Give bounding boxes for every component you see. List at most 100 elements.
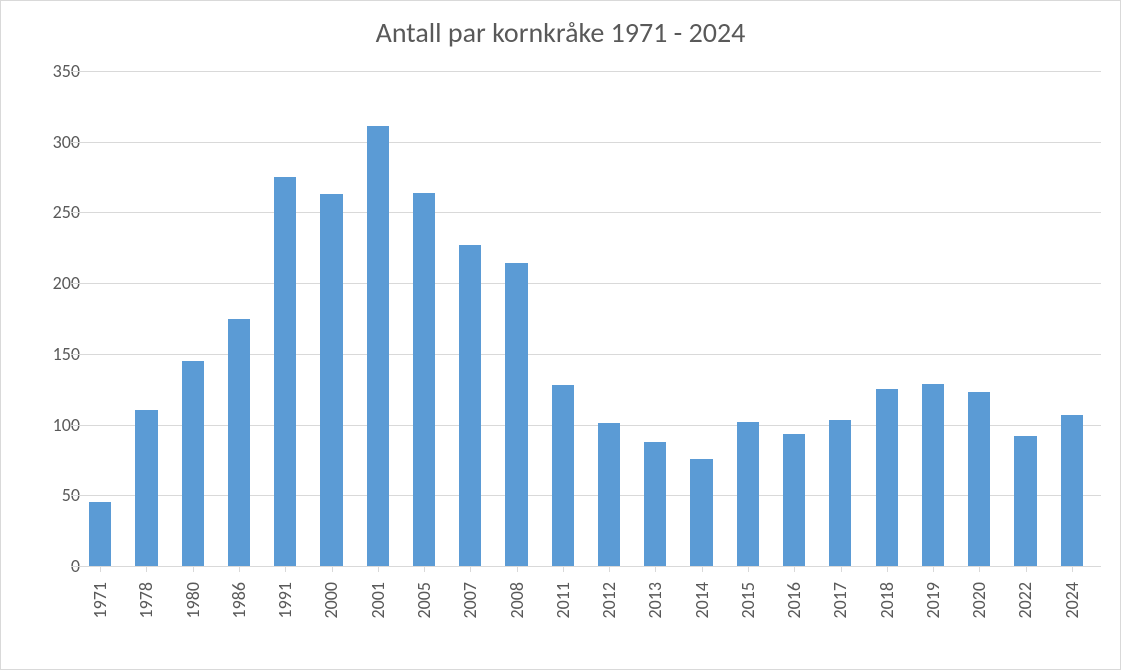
x-tick	[841, 566, 842, 572]
bar-slot	[123, 71, 169, 566]
x-tick	[887, 566, 888, 572]
x-tick	[470, 566, 471, 572]
x-tick	[609, 566, 610, 572]
x-tick-label: 1991	[274, 582, 296, 619]
bar-slot	[1002, 71, 1048, 566]
x-tick	[655, 566, 656, 572]
x-label-slot: 2012	[586, 576, 632, 666]
x-label-slot: 2017	[817, 576, 863, 666]
x-label-slot: 2016	[771, 576, 817, 666]
bar-slot	[447, 71, 493, 566]
x-tick-label: 2008	[506, 582, 528, 619]
bar-slot	[401, 71, 447, 566]
bar	[505, 263, 527, 566]
x-tick	[378, 566, 379, 572]
bar	[135, 410, 157, 566]
bar-slot	[308, 71, 354, 566]
x-tick-label: 1978	[135, 582, 157, 619]
x-tick	[563, 566, 564, 572]
bar-slot	[864, 71, 910, 566]
x-label-slot: 2020	[956, 576, 1002, 666]
x-tick	[285, 566, 286, 572]
bar	[829, 420, 851, 566]
x-label-slot: 2001	[355, 576, 401, 666]
x-label-slot: 2005	[401, 576, 447, 666]
bar-slot	[540, 71, 586, 566]
x-axis-line	[71, 566, 1101, 567]
x-tick	[1026, 566, 1027, 572]
x-tick-label: 2005	[413, 582, 435, 619]
x-label-slot: 2007	[447, 576, 493, 666]
x-label-slot: 2013	[632, 576, 678, 666]
x-tick	[748, 566, 749, 572]
x-label-slot: 1980	[170, 576, 216, 666]
x-label-slot: 1978	[123, 576, 169, 666]
bar	[89, 502, 111, 566]
x-tick	[239, 566, 240, 572]
bar-slot	[910, 71, 956, 566]
x-tick-label: 2024	[1061, 582, 1083, 619]
bar	[1061, 415, 1083, 566]
x-label-slot: 2000	[308, 576, 354, 666]
bar	[968, 392, 990, 566]
bar	[320, 194, 342, 566]
x-tick	[332, 566, 333, 572]
bar-slot	[817, 71, 863, 566]
bar-slot	[262, 71, 308, 566]
chart-title: Antall par kornkråke 1971 - 2024	[1, 1, 1120, 50]
bar	[737, 422, 759, 566]
x-label-slot: 2022	[1002, 576, 1048, 666]
x-label-slot: 2014	[678, 576, 724, 666]
bar	[552, 385, 574, 566]
x-labels-row: 1971197819801986199120002001200520072008…	[71, 576, 1101, 666]
bar-slot	[1049, 71, 1095, 566]
bar-slot	[771, 71, 817, 566]
chart-container: Antall par kornkråke 1971 - 2024 0501001…	[0, 0, 1121, 670]
bar-slot	[170, 71, 216, 566]
bar-slot	[77, 71, 123, 566]
x-tick-label: 2018	[876, 582, 898, 619]
x-tick-label: 2014	[691, 582, 713, 619]
x-tick-label: 2007	[459, 582, 481, 619]
x-tick-label: 2011	[552, 582, 574, 619]
bar	[922, 384, 944, 566]
x-tick-label: 2012	[598, 582, 620, 619]
x-label-slot: 2024	[1049, 576, 1095, 666]
x-tick	[794, 566, 795, 572]
x-label-slot: 2018	[864, 576, 910, 666]
bar-slot	[355, 71, 401, 566]
x-tick	[100, 566, 101, 572]
bar-slot	[216, 71, 262, 566]
bar	[413, 193, 435, 566]
x-tick-label: 2019	[922, 582, 944, 619]
x-tick	[933, 566, 934, 572]
bars-area	[71, 71, 1101, 566]
x-label-slot: 2011	[540, 576, 586, 666]
x-tick	[193, 566, 194, 572]
x-label-slot: 2015	[725, 576, 771, 666]
bar-slot	[586, 71, 632, 566]
plot-area	[71, 71, 1101, 566]
x-tick-label: 2016	[783, 582, 805, 619]
bar	[876, 389, 898, 566]
bar-slot	[493, 71, 539, 566]
bar	[367, 126, 389, 566]
bar-slot	[632, 71, 678, 566]
x-tick-label: 2017	[829, 582, 851, 619]
x-tick	[1072, 566, 1073, 572]
bar	[644, 442, 666, 566]
bar	[1014, 436, 1036, 566]
bar	[783, 434, 805, 566]
bar	[182, 361, 204, 566]
bar-slot	[725, 71, 771, 566]
bar	[459, 245, 481, 566]
x-tick-label: 2013	[644, 582, 666, 619]
x-tick	[146, 566, 147, 572]
x-tick-label: 2015	[737, 582, 759, 619]
x-tick-label: 1980	[182, 582, 204, 619]
x-tick-label: 2020	[968, 582, 990, 619]
x-label-slot: 1986	[216, 576, 262, 666]
x-tick	[702, 566, 703, 572]
bar-slot	[956, 71, 1002, 566]
x-label-slot: 2008	[493, 576, 539, 666]
